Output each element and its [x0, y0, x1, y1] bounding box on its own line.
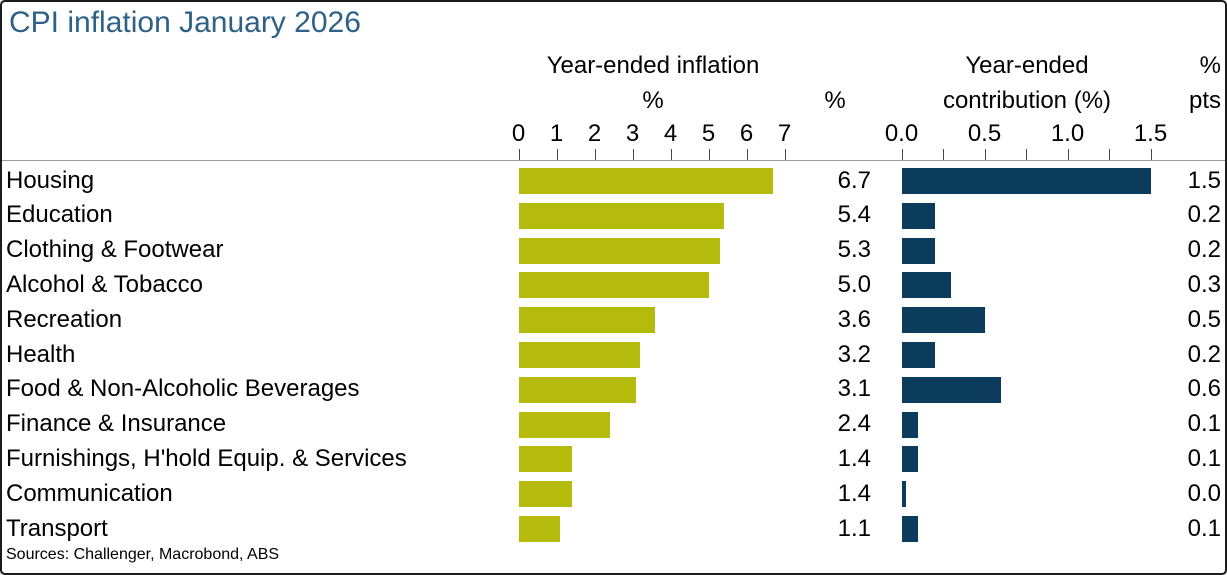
contribution-axis-tick [1067, 149, 1069, 160]
inflation-value: 1.4 [837, 479, 871, 507]
left-panel-axis-unit: % [642, 87, 664, 114]
inflation-bar [518, 167, 774, 194]
inflation-axis-tick-label: 3 [625, 120, 640, 147]
contribution-axis-tick [1109, 149, 1110, 160]
inflation-value: 3.6 [837, 305, 871, 333]
inflation-axis-tick [708, 149, 710, 160]
contribution-bar [901, 446, 919, 473]
contribution-bar [901, 481, 906, 508]
contribution-value: 0.3 [1187, 270, 1221, 298]
inflation-axis-tick-label: 5 [701, 120, 716, 147]
inflation-axis-tick-label: 6 [739, 120, 754, 147]
inflation-value: 1.4 [837, 444, 871, 472]
category-label: Food & Non-Alcoholic Beverages [6, 375, 360, 403]
contribution-bar [901, 167, 1151, 194]
inflation-axis-tick [518, 149, 520, 160]
inflation-axis-tick [784, 149, 786, 160]
category-label: Furnishings, H'hold Equip. & Services [6, 444, 407, 472]
contribution-bar [901, 307, 985, 334]
inflation-axis-tick [746, 149, 748, 160]
inflation-axis-tick [594, 149, 596, 160]
contribution-axis-tick [943, 149, 944, 160]
inflation-bar [518, 272, 709, 299]
contribution-bar [901, 411, 919, 438]
inflation-bar [518, 481, 572, 508]
contribution-axis-tick-label: 0.0 [884, 120, 919, 147]
contribution-value: 0.5 [1187, 305, 1221, 333]
inflation-axis-tick-label: 0 [511, 120, 526, 147]
category-label: Finance & Insurance [6, 410, 227, 438]
contribution-value: 0.2 [1187, 340, 1221, 368]
inflation-axis-tick [670, 149, 672, 160]
category-label: Education [6, 201, 113, 229]
inflation-bar [518, 307, 656, 334]
inflation-bar [518, 341, 641, 368]
contribution-axis-tick-label: 1.0 [1050, 120, 1085, 147]
inflation-value: 2.4 [837, 410, 871, 438]
contribution-axis-tick-label: 0.5 [967, 120, 1002, 147]
contribution-value: 0.2 [1187, 236, 1221, 264]
source-note: Sources: Challenger, Macrobond, ABS [6, 546, 280, 563]
inflation-value: 3.2 [837, 340, 871, 368]
inflation-value: 6.7 [837, 166, 871, 194]
left-panel-title: Year-ended inflation [546, 52, 760, 79]
inflation-axis-tick-label: 7 [777, 120, 792, 147]
inflation-value-column-header: % [824, 87, 846, 114]
contribution-value: 0.1 [1187, 444, 1221, 472]
category-label: Recreation [6, 305, 123, 333]
category-label: Housing [6, 166, 95, 194]
chart-title: CPI inflation January 2026 [9, 6, 361, 39]
inflation-axis-tick [556, 149, 558, 160]
category-label: Clothing & Footwear [6, 236, 224, 264]
inflation-value: 5.4 [837, 201, 871, 229]
contribution-axis-tick [1150, 149, 1152, 160]
inflation-bar [518, 202, 724, 229]
contribution-bar [901, 515, 919, 542]
inflation-axis-tick-label: 2 [587, 120, 602, 147]
inflation-axis-tick [632, 149, 634, 160]
inflation-bar [518, 515, 561, 542]
contribution-bar [901, 272, 952, 299]
inflation-bar [518, 446, 572, 473]
category-label: Transport [6, 514, 108, 542]
axis-line [2, 160, 1225, 161]
inflation-bar [518, 376, 637, 403]
pts-column-header-line1: % [1199, 52, 1221, 79]
contribution-value: 0.6 [1187, 375, 1221, 403]
contribution-axis-tick [1026, 149, 1027, 160]
contribution-value: 0.1 [1187, 514, 1221, 542]
right-panel-title-line2: contribution (%) [942, 87, 1112, 114]
contribution-bar [901, 202, 935, 229]
inflation-value: 3.1 [837, 375, 871, 403]
category-label: Alcohol & Tobacco [6, 270, 204, 298]
inflation-value: 5.3 [837, 236, 871, 264]
contribution-value: 0.1 [1187, 410, 1221, 438]
contribution-bar [901, 376, 1002, 403]
contribution-bar [901, 237, 935, 264]
inflation-bar [518, 411, 610, 438]
right-panel-title-line1: Year-ended [965, 52, 1089, 79]
inflation-value: 5.0 [837, 270, 871, 298]
contribution-value: 0.0 [1187, 479, 1221, 507]
category-label: Health [6, 340, 76, 368]
category-label: Communication [6, 479, 173, 507]
contribution-value: 0.2 [1187, 201, 1221, 229]
contribution-axis-tick [984, 149, 986, 160]
contribution-axis-tick [901, 149, 903, 160]
contribution-axis-tick-label: 1.5 [1133, 120, 1168, 147]
contribution-value: 1.5 [1187, 166, 1221, 194]
inflation-bar [518, 237, 720, 264]
inflation-value: 1.1 [837, 514, 871, 542]
inflation-axis-tick-label: 4 [663, 120, 678, 147]
contribution-bar [901, 341, 935, 368]
pts-column-header-line2: pts [1188, 87, 1221, 114]
inflation-axis-tick-label: 1 [549, 120, 564, 147]
